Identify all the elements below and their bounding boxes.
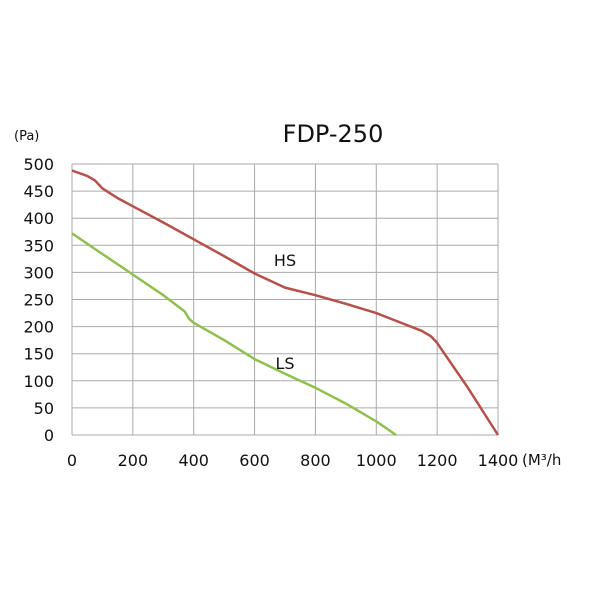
y-tick-label: 350 [23, 236, 54, 255]
x-tick-label: 0 [67, 451, 77, 470]
x-tick-label: 800 [300, 451, 331, 470]
y-tick-label: 150 [23, 345, 54, 364]
y-tick-label: 50 [34, 399, 54, 418]
y-tick-label: 450 [23, 182, 54, 201]
series-label-hs: HS [274, 251, 296, 270]
y-tick-label: 400 [23, 209, 54, 228]
y-tick-label: 500 [23, 155, 54, 174]
x-tick-label: 200 [118, 451, 149, 470]
series-line-ls [71, 232, 397, 437]
y-tick-label: 250 [23, 291, 54, 310]
x-tick-label: 600 [239, 451, 270, 470]
series-line-hs [71, 169, 500, 436]
x-tick-label: 400 [178, 451, 209, 470]
y-tick-label: 300 [23, 263, 54, 282]
y-tick-label: 0 [44, 426, 54, 445]
y-axis-label: (Pa) [14, 129, 39, 144]
chart-title: FDP-250 [283, 120, 384, 148]
series-label-ls: LS [275, 354, 294, 373]
y-tick-label: 200 [23, 318, 54, 337]
x-axis-label: (M³/h [522, 451, 561, 469]
x-tick-label: 1400 [478, 451, 519, 470]
x-tick-label: 1000 [356, 451, 397, 470]
x-tick-label: 1200 [417, 451, 458, 470]
y-tick-label: 100 [23, 372, 54, 391]
